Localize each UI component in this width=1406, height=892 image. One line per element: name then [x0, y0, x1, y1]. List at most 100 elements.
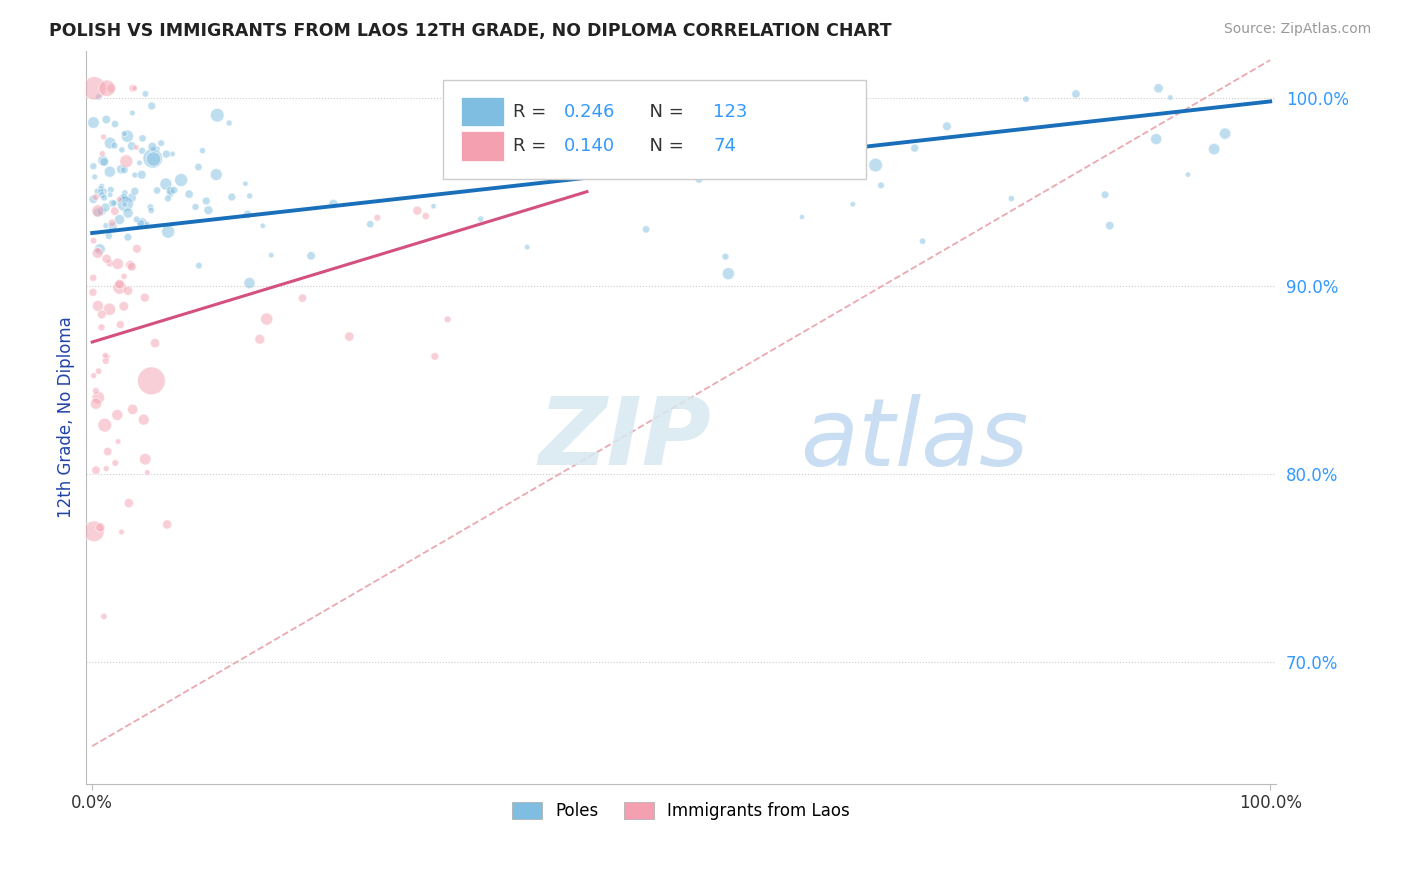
- Point: [107, 257, 129, 271]
- Point: [117, 284, 139, 298]
- Point: [112, 299, 135, 313]
- Point: [162, 147, 184, 161]
- Point: [87, 391, 110, 405]
- Point: [83, 169, 105, 184]
- Point: [103, 196, 125, 211]
- Point: [842, 197, 865, 211]
- Point: [142, 152, 165, 166]
- Point: [218, 116, 240, 130]
- Point: [159, 186, 181, 201]
- Point: [596, 82, 619, 96]
- Point: [1000, 192, 1022, 206]
- Point: [423, 350, 446, 364]
- Point: [93, 130, 115, 145]
- Point: [84, 463, 107, 477]
- Point: [1204, 142, 1226, 156]
- Point: [101, 219, 124, 234]
- Point: [121, 260, 143, 274]
- Point: [1147, 81, 1170, 95]
- Point: [157, 225, 180, 239]
- Point: [136, 217, 159, 231]
- Point: [124, 168, 146, 182]
- Point: [128, 156, 150, 170]
- Point: [170, 173, 193, 187]
- Point: [94, 349, 117, 363]
- Point: [865, 158, 887, 172]
- Point: [97, 228, 120, 243]
- Point: [714, 250, 737, 264]
- Point: [299, 249, 322, 263]
- Point: [146, 184, 169, 198]
- Point: [191, 144, 214, 158]
- Point: [108, 212, 131, 227]
- Point: [238, 276, 260, 290]
- Point: [112, 189, 135, 203]
- Point: [90, 182, 112, 196]
- Point: [1213, 127, 1236, 141]
- Point: [98, 165, 121, 179]
- Point: [1064, 87, 1087, 101]
- Point: [115, 154, 138, 169]
- Point: [187, 259, 209, 273]
- Text: N =: N =: [638, 137, 690, 155]
- Point: [359, 217, 381, 231]
- Point: [260, 248, 283, 262]
- Point: [101, 196, 124, 211]
- Point: [98, 187, 121, 202]
- FancyBboxPatch shape: [461, 131, 503, 161]
- Point: [134, 452, 156, 467]
- Point: [131, 144, 153, 158]
- Point: [121, 81, 143, 95]
- Point: [121, 191, 143, 205]
- Point: [105, 408, 128, 422]
- Text: 123: 123: [713, 103, 748, 120]
- Point: [155, 177, 177, 191]
- Point: [156, 517, 179, 532]
- Point: [911, 234, 934, 248]
- Point: [100, 183, 122, 197]
- Point: [117, 230, 139, 244]
- Point: [93, 609, 115, 624]
- Point: [159, 184, 181, 198]
- Point: [91, 188, 114, 202]
- Point: [93, 185, 115, 199]
- Point: [1144, 132, 1167, 146]
- Point: [112, 192, 135, 206]
- Point: [141, 139, 163, 153]
- Point: [235, 177, 257, 191]
- Point: [90, 179, 112, 194]
- Point: [132, 412, 155, 426]
- Point: [107, 434, 129, 449]
- Point: [84, 397, 107, 411]
- Point: [184, 200, 207, 214]
- Point: [236, 207, 259, 221]
- Point: [98, 302, 121, 317]
- Point: [121, 139, 143, 153]
- Point: [87, 90, 110, 104]
- Point: [82, 159, 104, 173]
- Point: [121, 402, 143, 417]
- Point: [100, 81, 122, 95]
- Y-axis label: 12th Grade, No Diploma: 12th Grade, No Diploma: [58, 317, 75, 518]
- Point: [205, 168, 228, 182]
- Point: [96, 350, 118, 364]
- Point: [96, 81, 118, 95]
- Text: R =: R =: [513, 137, 553, 155]
- Text: Source: ZipAtlas.com: Source: ZipAtlas.com: [1223, 22, 1371, 37]
- Point: [94, 354, 117, 368]
- Point: [142, 143, 165, 157]
- Point: [139, 200, 162, 214]
- Point: [136, 466, 159, 480]
- Point: [93, 191, 115, 205]
- Point: [129, 217, 152, 231]
- Text: 0.246: 0.246: [564, 103, 614, 120]
- Point: [1015, 92, 1038, 106]
- Point: [256, 312, 278, 326]
- Point: [125, 242, 148, 256]
- Point: [90, 204, 112, 219]
- Point: [195, 194, 218, 208]
- Point: [83, 234, 105, 248]
- Point: [935, 120, 957, 134]
- Point: [86, 246, 108, 260]
- FancyBboxPatch shape: [443, 80, 866, 179]
